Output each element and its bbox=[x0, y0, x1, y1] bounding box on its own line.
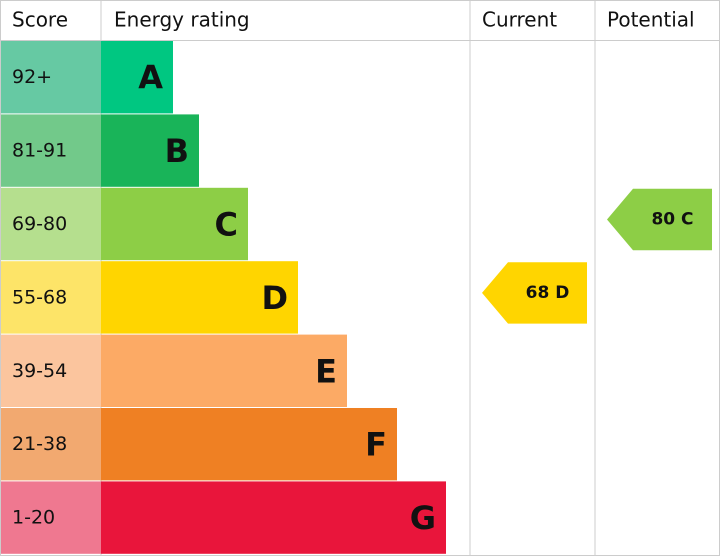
header: Current bbox=[482, 8, 557, 32]
potential-arrow bbox=[607, 188, 712, 251]
band-letter: C bbox=[215, 206, 238, 244]
band-bar bbox=[101, 114, 199, 187]
score-cell bbox=[1, 408, 101, 481]
band-bar bbox=[101, 408, 397, 481]
score-label: 92+ bbox=[12, 66, 52, 88]
score-label: 21-38 bbox=[12, 433, 67, 455]
band-letter: E bbox=[315, 352, 337, 390]
band-letter: D bbox=[261, 279, 288, 317]
score-cell bbox=[1, 114, 101, 187]
potential-label: 80 C bbox=[651, 210, 693, 230]
score-cell bbox=[1, 187, 101, 261]
band-bar bbox=[101, 261, 298, 334]
band-letter: A bbox=[138, 59, 163, 97]
band-letter: G bbox=[410, 499, 436, 537]
current-arrow bbox=[482, 262, 587, 324]
band-letter: B bbox=[165, 132, 189, 170]
header: Score bbox=[12, 8, 68, 32]
score-label: 39-54 bbox=[12, 360, 67, 382]
score-cell bbox=[1, 334, 101, 407]
score-cell bbox=[1, 481, 101, 554]
score-label: 81-91 bbox=[12, 140, 67, 162]
band-letter: F bbox=[365, 426, 387, 464]
band-bar bbox=[101, 481, 446, 554]
score-label: 1-20 bbox=[12, 507, 55, 529]
header: Energy rating bbox=[114, 8, 250, 32]
score-label: 55-68 bbox=[12, 286, 67, 308]
band-bar bbox=[101, 41, 173, 114]
current-label: 68 D bbox=[526, 283, 570, 303]
score-cell bbox=[1, 261, 101, 334]
band-bar bbox=[101, 334, 347, 407]
score-cell bbox=[1, 41, 101, 114]
header: Potential bbox=[607, 8, 695, 32]
score-label: 69-80 bbox=[12, 213, 67, 235]
band-bar bbox=[101, 187, 248, 261]
